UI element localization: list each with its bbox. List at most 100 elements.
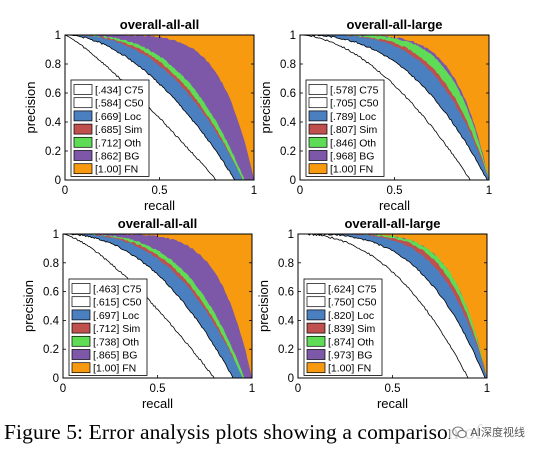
legend-label-fn: [1.00] FN (95, 164, 138, 176)
legend-label-bg: [.973] BG (328, 350, 372, 362)
y-tick-label: 0.4 (278, 315, 295, 327)
x-axis-label: recall (144, 198, 175, 213)
x-tick-label: 0.5 (385, 383, 401, 395)
y-tick-label: 1 (290, 30, 296, 42)
y-tick-label: 0.2 (43, 344, 59, 356)
legend-label-oth: [.846] Oth (330, 137, 376, 149)
x-axis-label: recall (142, 396, 173, 411)
y-tick-label: 0.4 (43, 315, 60, 327)
x-tick-label: 0.5 (387, 185, 403, 197)
x-tick-label: 0 (60, 383, 66, 395)
y-tick-label: 0.6 (280, 88, 296, 100)
legend-swatch-sim (306, 322, 326, 334)
x-tick-label: 0 (297, 185, 303, 197)
legend-label-fn: [1.00] FN (93, 363, 136, 375)
y-tick-label: 0.6 (45, 88, 61, 100)
legend-swatch-c75 (306, 283, 326, 294)
legend-swatch-bg (71, 349, 91, 360)
legend: [.434] C75[.584] C50[.669] Loc[.685] Sim… (70, 79, 150, 177)
legend: [.578] C75[.705] C50[.789] Loc[.807] Sim… (305, 79, 385, 177)
legend-label-c50: [.584] C50 (95, 98, 144, 110)
legend-swatch-fn (73, 163, 93, 175)
chart-title: overall-all-all (118, 216, 197, 231)
legend-label-c50: [.705] C50 (330, 98, 379, 110)
legend-swatch-c75 (308, 84, 328, 95)
legend-label-oth: [.738] Oth (93, 336, 139, 348)
legend-label-bg: [.865] BG (93, 350, 137, 362)
chart-title: overall-all-large (346, 17, 442, 32)
y-tick-label: 0.6 (43, 287, 59, 299)
y-tick-label: 0 (55, 175, 61, 187)
legend-label-c75: [.434] C75 (95, 85, 144, 97)
y-tick-label: 1 (288, 229, 294, 241)
y-tick-label: 0.4 (280, 117, 297, 129)
x-tick-label: 1 (249, 383, 255, 395)
legend-swatch-c50 (73, 97, 93, 109)
legend-swatch-oth (306, 335, 326, 347)
x-tick-label: 0 (295, 383, 301, 395)
legend-swatch-loc (73, 110, 93, 122)
legend-label-sim: [.712] Sim (93, 323, 141, 335)
legend: [.624] C75[.750] C50[.820] Loc[.839] Sim… (303, 278, 383, 376)
legend-label-sim: [.685] Sim (95, 124, 143, 136)
legend-swatch-oth (73, 136, 93, 148)
y-tick-label: 0.8 (280, 59, 296, 71)
legend-label-loc: [.697] Loc (93, 310, 139, 322)
chart-panel-2: 0 0.2 0.4 0.6 0.8 1 0 0.5 1 overall-all-large reca… (258, 17, 492, 213)
legend-swatch-c75 (71, 283, 91, 294)
x-axis-label: recall (377, 396, 408, 411)
y-axis-label: precision (256, 280, 271, 332)
legend-swatch-loc (71, 309, 91, 321)
legend-swatch-oth (71, 335, 91, 347)
legend-label-c75: [.624] C75 (328, 284, 377, 296)
y-tick-label: 1 (53, 229, 59, 241)
legend-label-bg: [.862] BG (95, 151, 139, 163)
chart-title: overall-all-large (344, 216, 440, 231)
legend-swatch-c50 (308, 97, 328, 109)
legend-label-c75: [.463] C75 (93, 284, 142, 296)
x-tick-label: 0.5 (152, 185, 168, 197)
legend-swatch-bg (308, 150, 328, 161)
legend: [.463] C75[.615] C50[.697] Loc[.712] Sim… (68, 278, 148, 376)
x-tick-label: 0.5 (150, 383, 166, 395)
chart-title: overall-all-all (120, 17, 199, 32)
y-tick-label: 0.6 (278, 287, 294, 299)
chat-bubble-icon (452, 425, 467, 438)
y-tick-label: 0.4 (45, 117, 62, 129)
legend-swatch-c75 (73, 84, 93, 95)
legend-swatch-c50 (71, 296, 91, 308)
error-analysis-charts: 0 0.2 0.4 0.6 0.8 1 0 0.5 1 overall-all-all recall… (21, 17, 492, 411)
legend-swatch-sim (308, 123, 328, 135)
watermark-text: AI深度视线 (470, 426, 525, 439)
y-tick-label: 0.8 (43, 258, 59, 270)
legend-label-oth: [.712] Oth (95, 137, 141, 149)
legend-swatch-oth (308, 136, 328, 148)
legend-swatch-sim (71, 322, 91, 334)
x-tick-label: 1 (486, 185, 492, 197)
legend-label-loc: [.789] Loc (330, 111, 376, 123)
legend-swatch-bg (306, 349, 326, 360)
legend-label-loc: [.820] Loc (328, 310, 374, 322)
legend-label-sim: [.807] Sim (330, 124, 378, 136)
y-tick-label: 0.2 (278, 344, 294, 356)
y-axis-label: precision (23, 81, 38, 133)
legend-label-oth: [.874] Oth (328, 336, 374, 348)
figure-caption: Figure 5: Error analysis plots showing a… (4, 420, 483, 444)
chart-panel-4: 0 0.2 0.4 0.6 0.8 1 0 0.5 1 overall-all-large reca… (256, 216, 490, 411)
legend-swatch-loc (306, 309, 326, 321)
legend-swatch-fn (306, 362, 326, 374)
legend-swatch-sim (73, 123, 93, 135)
y-tick-label: 0 (53, 373, 59, 385)
x-tick-label: 1 (484, 383, 490, 395)
y-tick-label: 0.8 (278, 258, 294, 270)
legend-swatch-bg (73, 150, 93, 161)
chart-panel-3: 0 0.2 0.4 0.6 0.8 1 0 0.5 1 overall-all-all recall… (21, 216, 255, 411)
legend-label-c50: [.615] C50 (93, 297, 142, 309)
y-tick-label: 0 (290, 175, 296, 187)
y-axis-label: precision (258, 81, 273, 133)
y-tick-label: 1 (55, 30, 61, 42)
legend-swatch-fn (308, 163, 328, 175)
legend-label-c75: [.578] C75 (330, 85, 379, 97)
watermark: AI深度视线 (450, 422, 527, 442)
legend-label-c50: [.750] C50 (328, 297, 377, 309)
